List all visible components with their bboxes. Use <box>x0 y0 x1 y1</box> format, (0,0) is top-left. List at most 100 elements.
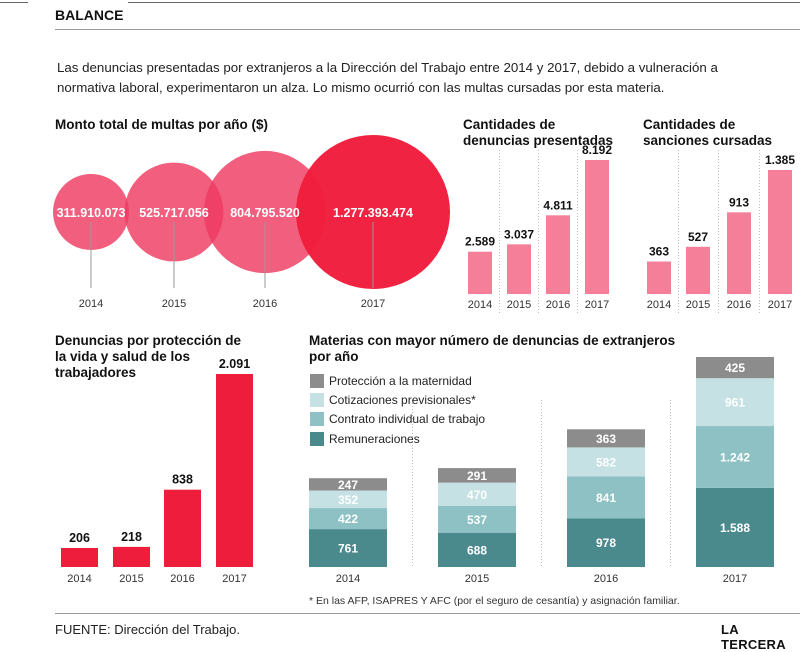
bar-value-label: 3.037 <box>504 227 534 241</box>
legend-item-proteccion: Protección a la maternidad <box>310 373 472 389</box>
stack-year-label: 2016 <box>594 573 618 585</box>
sanciones-chart: 363 2014 527 2015 913 2016 1.385 2017 <box>647 150 795 314</box>
bubble-value-label: 1.277.393.474 <box>333 206 413 220</box>
bar-2017 <box>768 170 792 294</box>
stack-value-label: 582 <box>596 455 616 469</box>
stack-segment-2014-1 <box>309 508 387 530</box>
bar-year-label: 2015 <box>119 573 143 585</box>
bar-year-label: 2015 <box>507 299 531 311</box>
bubble-2015 <box>124 162 224 262</box>
bar-year-label: 2016 <box>546 299 570 311</box>
legend-label: Remuneraciones <box>329 432 420 446</box>
stack-segment-2017-2 <box>696 378 774 427</box>
bar-value-label: 8.192 <box>582 143 612 157</box>
bubble-year-label: 2014 <box>79 298 103 310</box>
intro-text: Las denuncias presentadas por extranjero… <box>57 60 718 95</box>
bar-2014 <box>468 251 492 294</box>
bar-year-label: 2014 <box>647 299 671 311</box>
bubble-year-label: 2015 <box>162 298 186 310</box>
stack-segment-2014-3 <box>309 478 387 491</box>
stack-value-label: 291 <box>467 469 487 483</box>
bar-value-label: 1.385 <box>765 153 795 167</box>
stack-segment-2015-2 <box>438 482 516 506</box>
bar-value-label: 218 <box>121 530 142 544</box>
footnote: * En las AFP, ISAPRES Y AFC (por el segu… <box>309 595 680 607</box>
legend-item-contrato: Contrato individual de trabajo <box>310 411 485 427</box>
bar-2017 <box>585 160 609 294</box>
stack-segment-2016-2 <box>567 447 645 477</box>
stack-value-label: 688 <box>467 543 487 557</box>
bar-year-label: 2014 <box>67 573 91 585</box>
stack-segment-2016-1 <box>567 476 645 519</box>
bubble-year-label: 2017 <box>361 298 385 310</box>
bar-value-label: 363 <box>649 245 669 259</box>
bar-year-label: 2016 <box>170 573 194 585</box>
top-rule-left <box>0 2 28 3</box>
bar-2017 <box>216 374 253 567</box>
legend-swatch <box>310 393 324 407</box>
bubble-2016 <box>203 150 327 274</box>
stack-segment-2015-1 <box>438 506 516 533</box>
legend-label: Contrato individual de trabajo <box>329 412 486 426</box>
stack-value-label: 470 <box>467 488 487 502</box>
bubble-value-label: 804.795.520 <box>230 206 300 220</box>
legend-swatch <box>310 412 324 426</box>
bubble-year-label: 2016 <box>253 298 277 310</box>
section-label: BALANCE <box>55 7 124 23</box>
stack-segment-2017-0 <box>696 487 774 567</box>
multas-chart: 311.910.073 2014 525.717.056 2015 804.795.52… <box>53 135 450 310</box>
stack-segment-2015-3 <box>438 468 516 483</box>
stack-segment-2016-0 <box>567 518 645 567</box>
bar-year-label: 2017 <box>768 299 792 311</box>
bar-value-label: 913 <box>729 195 749 209</box>
stack-year-label: 2015 <box>465 573 489 585</box>
bar-2014 <box>61 548 98 567</box>
legend-item-remuneraciones: Remuneraciones <box>310 431 420 447</box>
bar-2016 <box>546 215 570 294</box>
stack-value-label: 961 <box>725 396 745 410</box>
bar-year-label: 2017 <box>222 573 246 585</box>
stack-value-label: 422 <box>338 512 358 526</box>
stack-segment-2014-0 <box>309 529 387 567</box>
legend-label: Cotizaciones previsionales* <box>329 393 476 407</box>
bar-year-label: 2016 <box>727 299 751 311</box>
denuncias-title: Cantidades de denuncias presentadas <box>463 117 614 148</box>
denuncias-chart: 2.589 2014 3.037 2015 4.811 2016 8.192 2017 <box>465 143 612 314</box>
bubble-value-label: 525.717.056 <box>139 206 209 220</box>
stack-year-label: 2017 <box>723 573 747 585</box>
stack-segment-2015-0 <box>438 532 516 567</box>
bar-value-label: 838 <box>172 473 193 487</box>
legend-label: Protección a la maternidad <box>329 374 472 388</box>
bar-value-label: 2.091 <box>219 357 250 371</box>
source-text: FUENTE: Dirección del Trabajo. <box>55 622 240 637</box>
stack-value-label: 978 <box>596 536 616 550</box>
stack-value-label: 1.242 <box>720 451 750 465</box>
bubble-value-label: 311.910.073 <box>57 206 126 220</box>
legend-swatch <box>310 374 324 388</box>
top-rule-right <box>128 2 800 3</box>
bar-2016 <box>164 489 201 567</box>
stack-segment-2017-1 <box>696 426 774 488</box>
bar-2014 <box>647 261 671 294</box>
bar-value-label: 206 <box>69 531 90 545</box>
header-underline <box>55 29 800 30</box>
brand-logo: LA TERCERA <box>721 622 786 652</box>
bar-2015 <box>686 246 710 294</box>
stack-segment-2017-3 <box>696 357 774 379</box>
stack-segment-2014-2 <box>309 490 387 508</box>
stack-value-label: 761 <box>338 542 358 556</box>
bar-year-label: 2015 <box>686 299 710 311</box>
stack-value-label: 425 <box>725 361 745 375</box>
stack-value-label: 537 <box>467 513 487 527</box>
stack-segment-2016-3 <box>567 429 645 448</box>
bar-value-label: 2.589 <box>465 235 495 249</box>
bar-year-label: 2017 <box>585 299 609 311</box>
legend-item-cotizaciones: Cotizaciones previsionales* <box>310 392 476 408</box>
stack-value-label: 352 <box>338 493 358 507</box>
stack-value-label: 363 <box>596 432 616 446</box>
bar-value-label: 4.811 <box>543 198 573 212</box>
bar-year-label: 2014 <box>468 299 492 311</box>
stack-value-label: 841 <box>596 491 616 505</box>
stack-value-label: 1.588 <box>720 521 750 535</box>
